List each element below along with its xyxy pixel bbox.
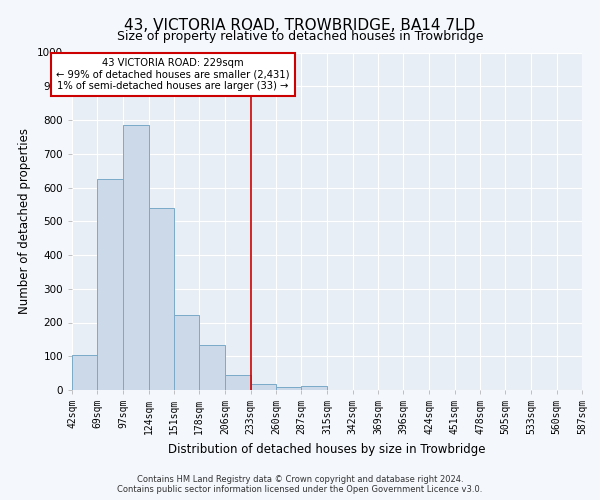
Bar [276,388,301,390]
Bar [301,386,326,390]
Text: 43 VICTORIA ROAD: 229sqm
← 99% of detached houses are smaller (2,431)
1% of semi: 43 VICTORIA ROAD: 229sqm ← 99% of detach… [56,58,290,91]
Bar [72,355,97,390]
Text: Contains HM Land Registry data © Crown copyright and database right 2024.
Contai: Contains HM Land Registry data © Crown c… [118,474,482,494]
Bar [124,125,149,390]
Bar [97,179,122,390]
Bar [149,208,174,390]
Text: Size of property relative to detached houses in Trowbridge: Size of property relative to detached ho… [117,30,483,43]
X-axis label: Distribution of detached houses by size in Trowbridge: Distribution of detached houses by size … [168,442,486,456]
Y-axis label: Number of detached properties: Number of detached properties [18,128,31,314]
Bar [226,375,251,390]
Text: 43, VICTORIA ROAD, TROWBRIDGE, BA14 7LD: 43, VICTORIA ROAD, TROWBRIDGE, BA14 7LD [124,18,476,32]
Bar [199,345,224,390]
Bar [174,315,199,390]
Bar [251,384,276,390]
